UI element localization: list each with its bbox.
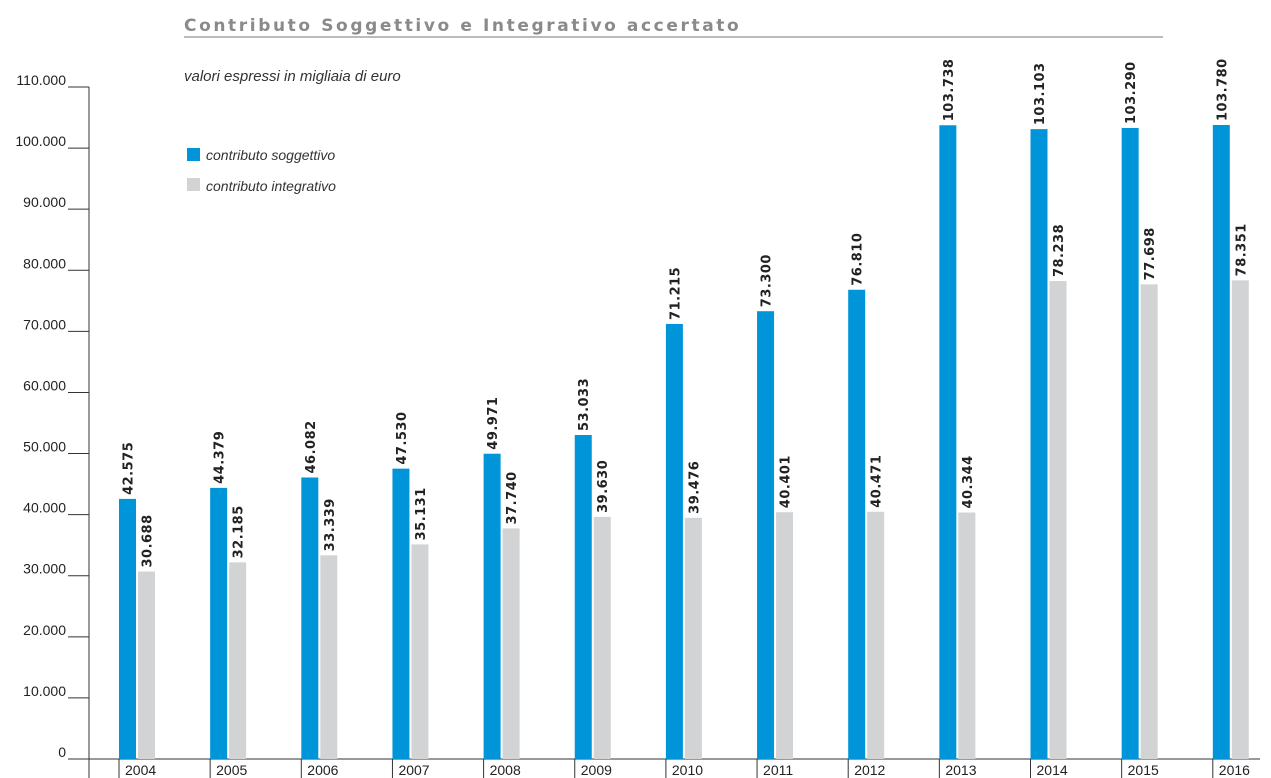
x-tick-label: 2013 xyxy=(945,762,976,778)
x-tick-label: 2011 xyxy=(763,762,793,778)
bar-integrativo xyxy=(502,528,520,759)
bar-soggettivo xyxy=(1030,129,1048,759)
y-tick-label: 20.000 xyxy=(23,622,66,638)
x-tick-label: 2009 xyxy=(581,762,612,778)
bar-soggettivo xyxy=(1212,124,1230,760)
data-label-integrativo: 33.339 xyxy=(323,498,338,551)
x-tick-label: 2015 xyxy=(1128,762,1159,778)
y-tick-label: 60.000 xyxy=(23,377,66,393)
chart-title: Contributo Soggettivo e Integrativo acce… xyxy=(184,16,741,36)
y-tick-label: 100.000 xyxy=(15,133,66,149)
x-tick-label: 2006 xyxy=(307,762,338,778)
x-tick-label: 2004 xyxy=(125,762,156,778)
bar-soggettivo xyxy=(757,311,775,759)
data-label-soggettivo: 44.379 xyxy=(213,431,228,484)
y-tick-label: 70.000 xyxy=(23,316,66,332)
legend-swatch-soggettivo xyxy=(187,148,200,161)
data-label-integrativo: 78.238 xyxy=(1052,224,1067,277)
y-tick-label: 30.000 xyxy=(23,561,66,577)
legend-swatch-integrativo xyxy=(187,178,200,191)
bar-soggettivo xyxy=(301,477,319,759)
x-tick-label: 2007 xyxy=(398,762,429,778)
bar-integrativo xyxy=(1049,281,1067,759)
data-label-integrativo: 32.185 xyxy=(232,505,247,558)
bar-integrativo xyxy=(867,511,885,759)
y-tick-label: 80.000 xyxy=(23,255,66,271)
data-label-soggettivo: 46.082 xyxy=(304,420,319,473)
data-label-soggettivo: 103.738 xyxy=(942,59,957,122)
bar-soggettivo xyxy=(574,435,592,759)
bar-soggettivo xyxy=(939,125,957,759)
y-tick-label: 90.000 xyxy=(23,194,66,210)
y-tick-label: 50.000 xyxy=(23,439,66,455)
data-labels: 42.575 30.688 44.379 32.185 46.082 33.339 47.5… xyxy=(122,58,1250,567)
bar-integrativo xyxy=(776,512,794,759)
x-tick-label: 2008 xyxy=(490,762,521,778)
data-label-soggettivo: 103.103 xyxy=(1033,62,1048,125)
bar-integrativo xyxy=(411,544,429,759)
y-tick-label: 110.000 xyxy=(16,72,66,88)
data-label-soggettivo: 53.033 xyxy=(577,378,592,431)
x-tick-label: 2016 xyxy=(1219,762,1250,778)
axes: 0 10.000 20.000 30.000 40.000 50.000 60.000 70.… xyxy=(15,72,1260,778)
data-label-soggettivo: 76.810 xyxy=(851,233,866,286)
chart-subtitle: valori espressi in migliaia di euro xyxy=(184,68,401,85)
bar-integrativo xyxy=(138,571,155,759)
bar-integrativo xyxy=(229,562,247,759)
data-label-integrativo: 37.740 xyxy=(505,471,520,524)
y-tick-label: 40.000 xyxy=(23,500,66,516)
data-label-soggettivo: 73.300 xyxy=(760,254,775,307)
legend-label-soggettivo: contributo soggettivo xyxy=(206,147,335,163)
bar-soggettivo xyxy=(848,289,866,759)
data-label-soggettivo: 42.575 xyxy=(122,442,137,495)
x-axis-ticks: 2004 2005 2006 2007 2008 2009 2010 2011 2012 2013… xyxy=(118,759,1250,778)
data-label-integrativo: 40.401 xyxy=(779,455,794,508)
x-tick-label: 2010 xyxy=(672,762,703,778)
bar-soggettivo xyxy=(483,453,501,759)
x-tick-label: 2012 xyxy=(854,762,885,778)
data-label-integrativo: 78.351 xyxy=(1234,223,1249,276)
data-label-soggettivo: 71.215 xyxy=(668,267,683,320)
data-label-soggettivo: 103.780 xyxy=(1215,58,1230,121)
bars xyxy=(119,124,1249,760)
data-label-soggettivo: 103.290 xyxy=(1124,61,1139,124)
bar-integrativo xyxy=(1140,284,1158,759)
bar-integrativo xyxy=(958,512,976,759)
y-tick-label: 0 xyxy=(58,744,66,760)
data-label-integrativo: 40.471 xyxy=(870,455,885,508)
legend: contributo soggettivo contributo integra… xyxy=(187,147,336,194)
data-label-integrativo: 39.630 xyxy=(596,460,611,513)
data-label-soggettivo: 47.530 xyxy=(395,411,410,464)
bar-soggettivo xyxy=(119,498,136,759)
bar-integrativo xyxy=(684,517,702,759)
bar-soggettivo xyxy=(210,487,228,759)
bar-soggettivo xyxy=(392,468,410,759)
x-tick-label: 2005 xyxy=(216,762,247,778)
bar-soggettivo xyxy=(1121,127,1139,759)
data-label-integrativo: 39.476 xyxy=(687,461,702,514)
data-label-integrativo: 77.698 xyxy=(1143,227,1158,280)
data-label-soggettivo: 49.971 xyxy=(486,397,501,450)
data-label-integrativo: 30.688 xyxy=(141,514,156,567)
legend-label-integrativo: contributo integrativo xyxy=(206,178,336,194)
data-label-integrativo: 35.131 xyxy=(414,487,429,540)
data-label-integrativo: 40.344 xyxy=(961,455,976,508)
bar-integrativo xyxy=(320,555,338,759)
y-tick-label: 10.000 xyxy=(23,683,66,699)
bar-integrativo xyxy=(593,516,611,759)
bar-integrativo xyxy=(1231,280,1249,759)
bar-soggettivo xyxy=(665,323,683,759)
x-tick-label: 2014 xyxy=(1037,762,1068,778)
